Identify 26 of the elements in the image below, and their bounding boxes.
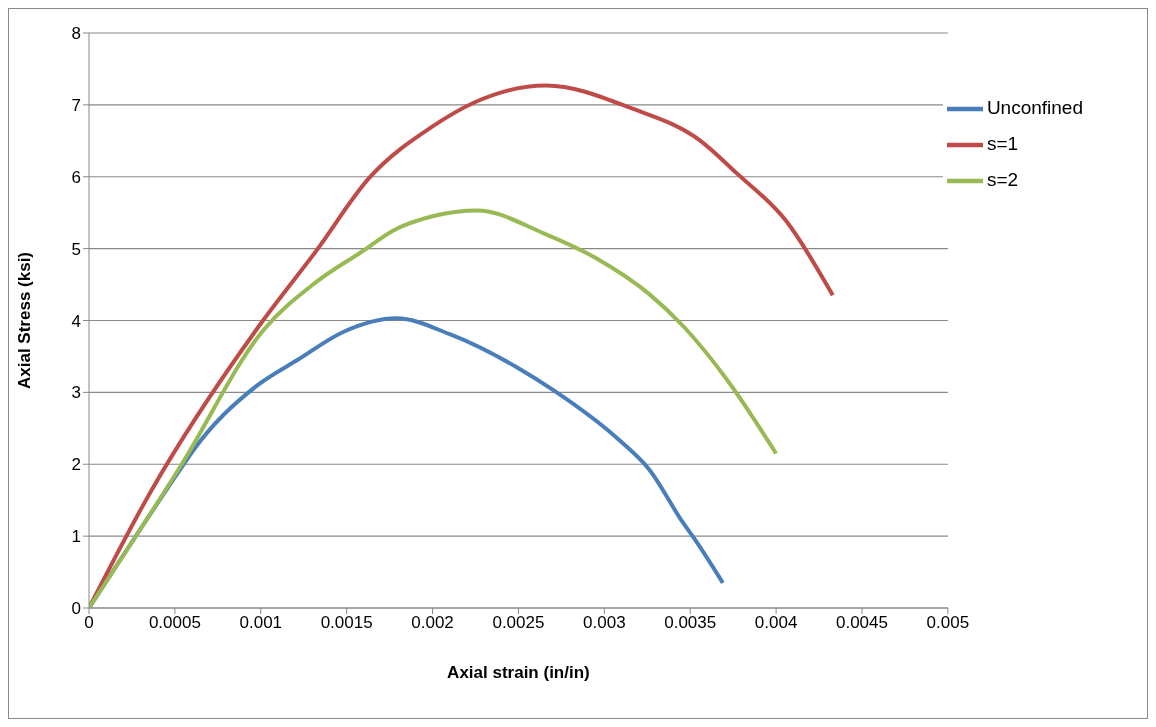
y-tick-label: 0 bbox=[71, 599, 81, 619]
y-tick-label: 7 bbox=[71, 95, 81, 115]
y-tick-label: 8 bbox=[71, 24, 81, 44]
x-tick-label: 0.0015 bbox=[320, 613, 373, 633]
x-tick-label: 0.005 bbox=[926, 613, 970, 633]
x-axis-title: Axial strain (in/in) bbox=[447, 663, 590, 682]
y-tick-label: 3 bbox=[71, 383, 81, 403]
y-tick-label: 4 bbox=[71, 311, 81, 331]
y-tick-label: 5 bbox=[71, 239, 81, 259]
x-tick-label: 0.003 bbox=[583, 613, 626, 633]
y-tick-label: 6 bbox=[71, 167, 81, 187]
x-tick-label: 0.0005 bbox=[148, 613, 201, 633]
y-tick-label: 1 bbox=[71, 527, 81, 547]
x-tick-label: 0 bbox=[84, 613, 94, 633]
line-series bbox=[89, 208, 779, 608]
legend-label: Unconfined bbox=[986, 97, 1083, 119]
x-tick-label: 0.004 bbox=[754, 613, 798, 633]
legend-label: s=1 bbox=[986, 133, 1019, 155]
x-tick-label: 0.0025 bbox=[492, 613, 545, 633]
x-tick-label: 0.002 bbox=[411, 613, 454, 633]
x-tick-label: 0.0035 bbox=[664, 613, 717, 633]
x-tick-label: 0.0045 bbox=[835, 613, 888, 633]
legend-label: s=2 bbox=[986, 169, 1019, 191]
y-tick-label: 2 bbox=[71, 455, 81, 475]
x-tick-label: 0.001 bbox=[239, 613, 283, 633]
y-axis-title: Axial Stress (ksi) bbox=[15, 251, 35, 390]
